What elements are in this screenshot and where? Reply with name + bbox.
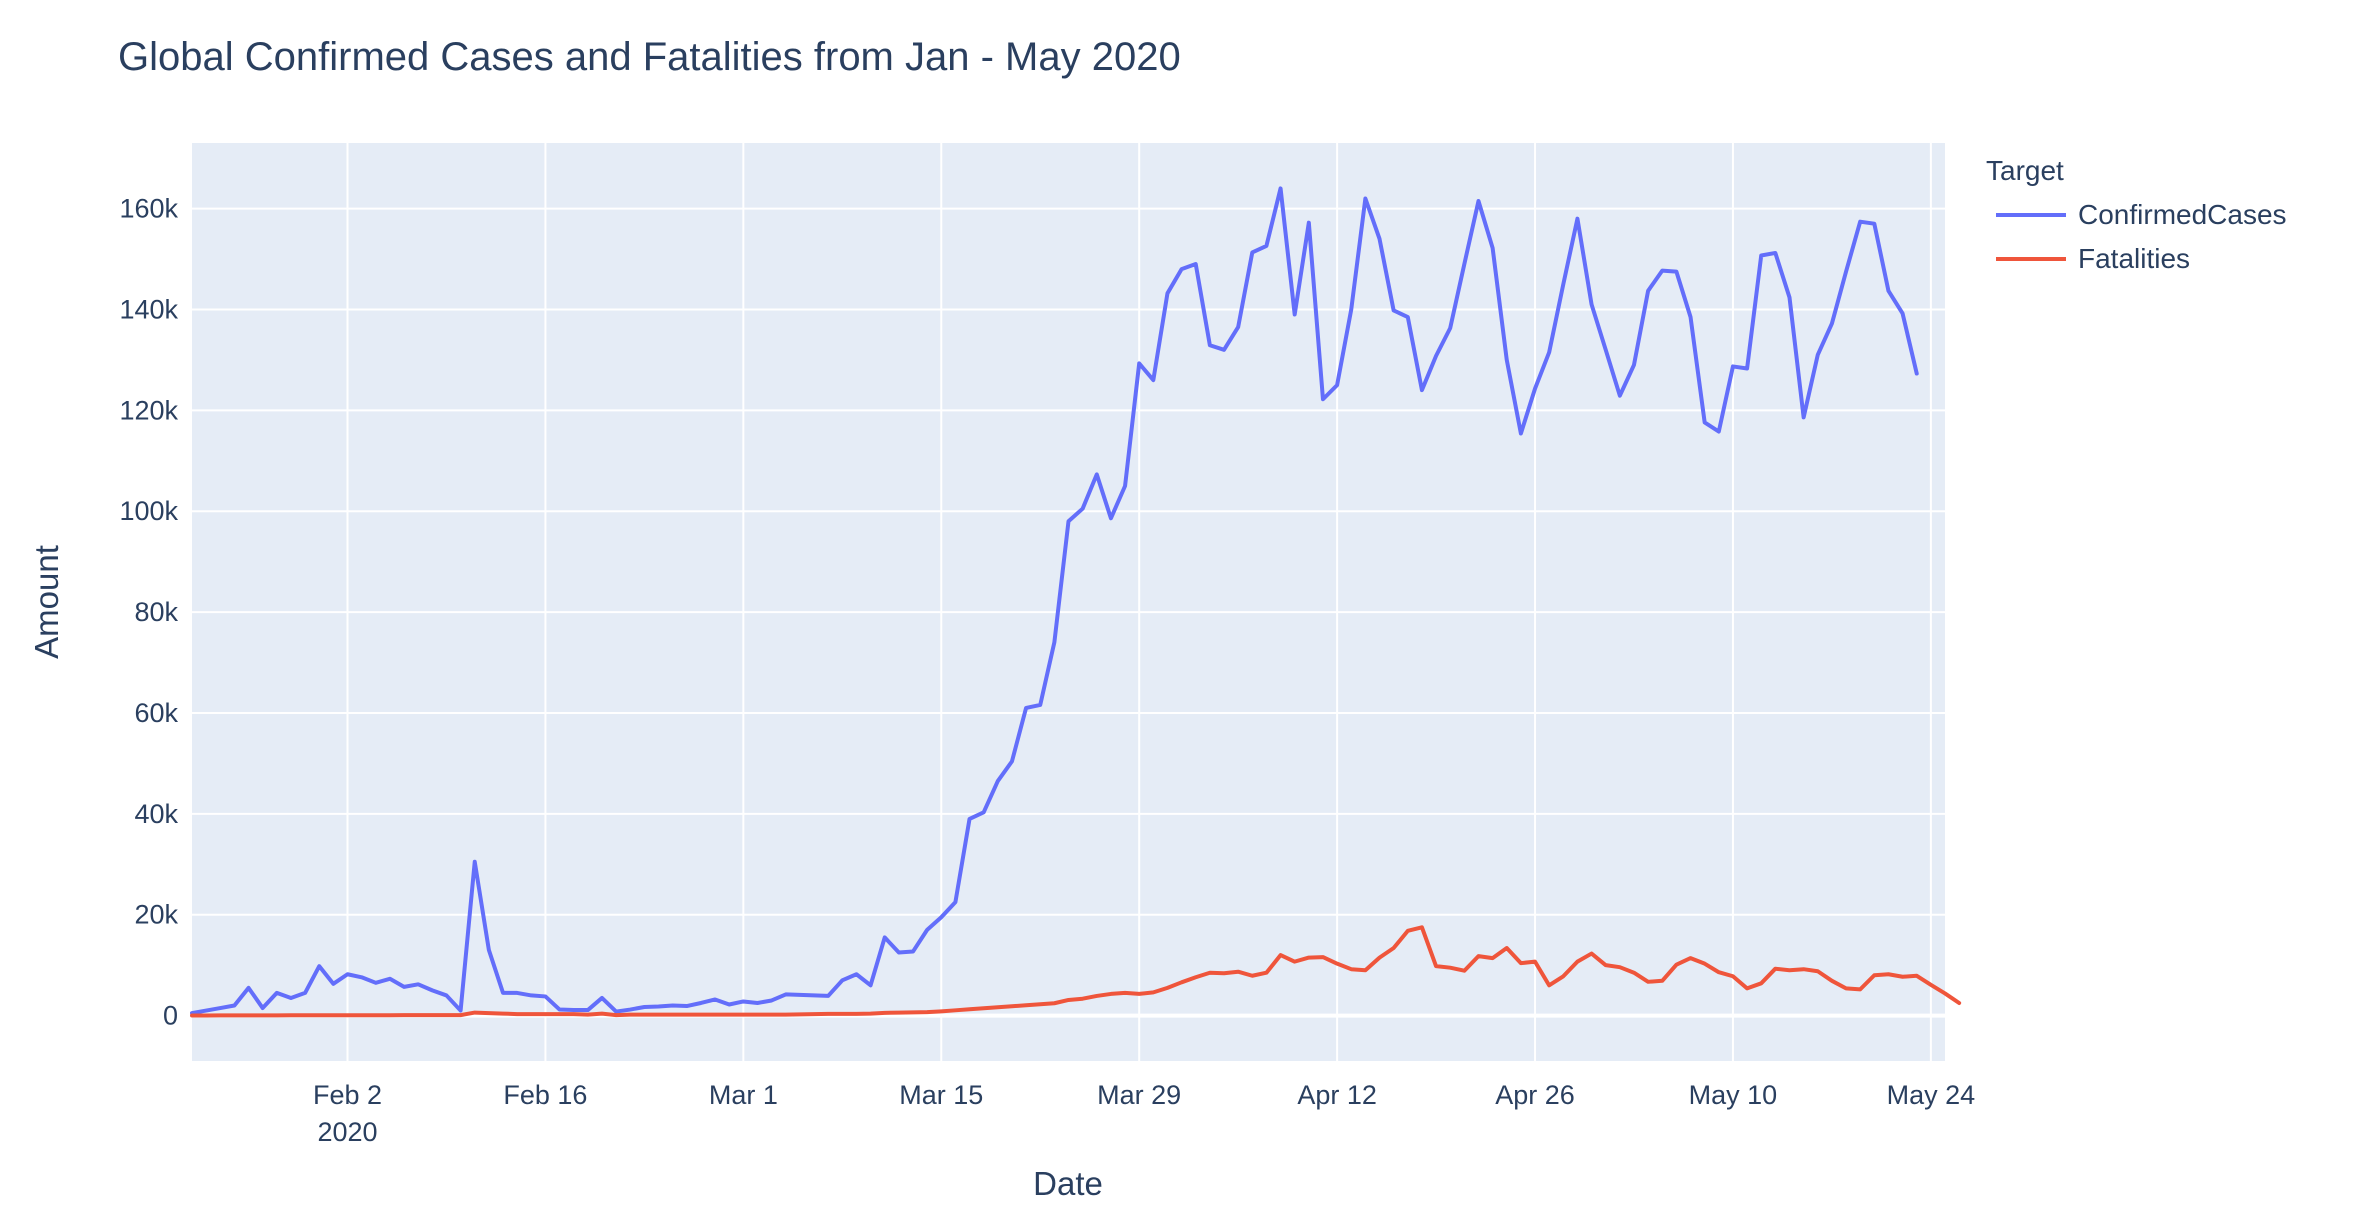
series-line-fatalities[interactable] — [190, 925, 1962, 1018]
x-tick-sublabel: 2020 — [317, 1117, 377, 1147]
legend-item-confirmedcases[interactable]: ConfirmedCases — [1996, 199, 2287, 230]
y-tick-label: 40k — [134, 799, 178, 829]
legend-label-confirmedcases: ConfirmedCases — [2078, 199, 2287, 230]
legend-title: Target — [1986, 155, 2064, 186]
x-tick-label: Feb 16 — [503, 1080, 587, 1110]
y-axis-title: Amount — [28, 545, 65, 659]
y-tick-labels: 0 20k 40k 60k 80k 100k 120k 140k 160k — [119, 194, 178, 1031]
x-tick-label: May 24 — [1887, 1080, 1976, 1110]
chart-title: Global Confirmed Cases and Fatalities fr… — [118, 35, 1181, 79]
y-tick-label: 60k — [134, 698, 178, 728]
x-axis-title: Date — [1033, 1165, 1103, 1202]
x-tick-label: Apr 26 — [1495, 1080, 1575, 1110]
y-tick-label: 100k — [119, 496, 178, 526]
x-tick-label: Mar 1 — [709, 1080, 778, 1110]
legend-item-fatalities[interactable]: Fatalities — [1996, 243, 2190, 274]
y-tick-label: 20k — [134, 900, 178, 930]
legend-label-fatalities: Fatalities — [2078, 243, 2190, 274]
y-tick-label: 160k — [119, 194, 178, 224]
y-tick-label: 80k — [134, 597, 178, 627]
y-tick-label: 140k — [119, 294, 178, 324]
x-tick-label: Mar 15 — [899, 1080, 983, 1110]
x-tick-label: Mar 29 — [1097, 1080, 1181, 1110]
series-line-confirmedcases[interactable] — [190, 186, 1919, 1016]
legend: Target ConfirmedCases Fatalities — [1986, 155, 2287, 274]
x-tick-labels: Feb 2 2020 Feb 16 Mar 1 Mar 15 Mar 29 Apr 12 Ap… — [313, 1080, 1975, 1147]
x-tick-label: May 10 — [1689, 1080, 1778, 1110]
y-tick-label: 0 — [163, 1001, 178, 1031]
y-tick-label: 120k — [119, 395, 178, 425]
plot-background — [192, 143, 1945, 1061]
x-gridlines — [346, 143, 1932, 1061]
x-tick-label: Feb 2 — [313, 1080, 382, 1110]
x-tick-label: Apr 12 — [1297, 1080, 1377, 1110]
series-layer — [190, 186, 1962, 1018]
